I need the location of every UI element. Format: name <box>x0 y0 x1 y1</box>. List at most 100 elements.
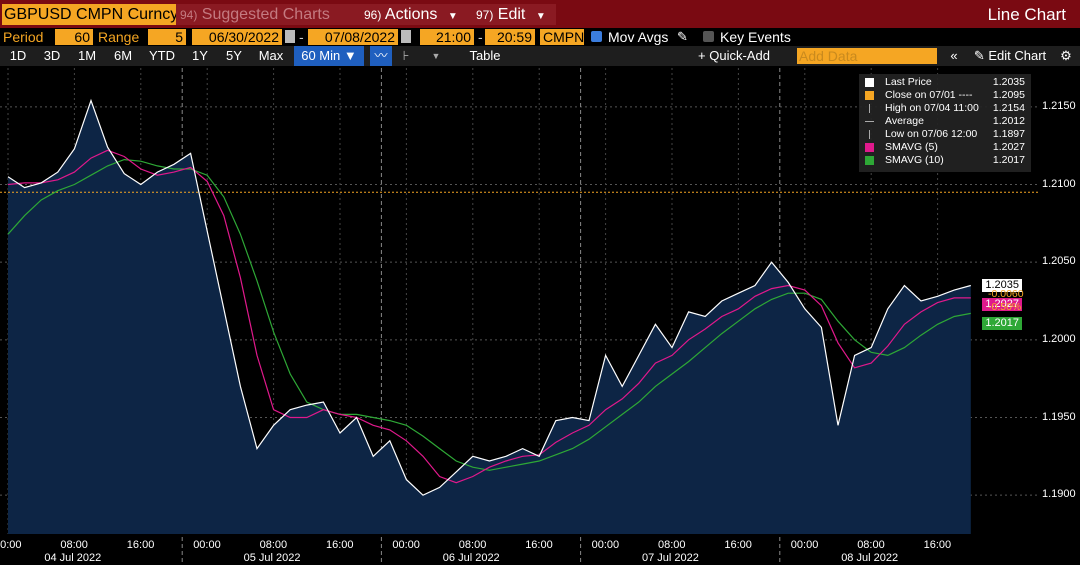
x-tick-label-2: 16:00 <box>126 539 155 551</box>
x-tick-label-4: 08:00 <box>259 539 288 551</box>
line-chart-icon[interactable]: 〰 <box>370 46 392 66</box>
range-button-max[interactable]: Max <box>258 48 284 63</box>
range-label: Range <box>98 29 140 45</box>
range-field[interactable]: 5 <box>148 29 186 45</box>
edit-chart-button[interactable]: ✎ Edit Chart <box>968 46 1052 66</box>
key-events-label: Key Events <box>720 29 791 45</box>
legend-item-last-price[interactable]: Last Price 1.2035 <box>859 76 1031 89</box>
sma5-line <box>7 149 971 484</box>
range-button-1d[interactable]: 1D <box>9 48 27 63</box>
price-area <box>8 100 971 534</box>
x-tick-label-13: 08:00 <box>857 539 885 551</box>
legend-name: Last Price <box>885 76 932 88</box>
x-date-label-4: 08 Jul 2022 <box>841 552 899 564</box>
source-field[interactable]: CMPN <box>540 29 584 45</box>
chevron-down-icon: ▼ <box>343 48 357 63</box>
actions-menu[interactable]: 96) Actions ▼ <box>360 4 472 25</box>
legend-name: Low on 07/06 12:00 <box>885 128 978 140</box>
mov-avgs-label: Mov Avgs <box>608 29 669 45</box>
range-button-1m[interactable]: 1M <box>77 48 97 63</box>
key-events-checkbox[interactable] <box>703 31 714 42</box>
chevron-down-icon: ▼ <box>535 11 546 22</box>
legend-name: Average <box>885 115 924 127</box>
edit-number: 97) <box>476 8 494 22</box>
suggested-charts-number: 94) <box>180 8 198 22</box>
change-abs: -0.0060 <box>988 288 1024 300</box>
legend-item-close[interactable]: Close on 07/01 ---- 1.2095 <box>859 89 1031 102</box>
period-field[interactable]: 60 <box>55 29 93 45</box>
collapse-icon[interactable]: « <box>950 48 958 63</box>
x-date-label-0: 04 Jul 2022 <box>44 552 102 564</box>
actions-label: Actions <box>384 6 438 23</box>
pencil-icon: ✎ <box>973 48 985 63</box>
range-button-3d[interactable]: 3D <box>43 48 61 63</box>
start-date-field[interactable]: 06/30/2022 <box>192 29 282 45</box>
legend-value: 1.2154 <box>992 102 1025 114</box>
x-tick-label-8: 16:00 <box>525 539 553 551</box>
x-tick-label-14: 16:00 <box>923 539 952 551</box>
chevron-down-icon[interactable]: ▼ <box>431 51 441 61</box>
gear-icon[interactable]: ⚙ <box>1060 48 1072 63</box>
time-range-bar: 1D 3D 1M 6M YTD 1Y 5Y Max 60 Min ▼ 〰 ⊦ ▼… <box>0 46 1080 66</box>
calendar-icon[interactable] <box>401 30 411 43</box>
range-button-6m[interactable]: 6M <box>113 48 133 63</box>
legend-name: High on 07/04 11:00 <box>885 102 979 114</box>
x-tick-label-12: 00:00 <box>790 539 819 551</box>
legend-value: 1.2035 <box>992 76 1025 88</box>
x-date-label-2: 06 Jul 2022 <box>442 552 500 564</box>
legend-item-high[interactable]: High on 07/04 11:00 1.2154 <box>859 102 1031 115</box>
legend-item-average[interactable]: Average 1.2012 <box>859 115 1031 128</box>
legend-value: 1.2017 <box>992 154 1025 166</box>
end-time-field[interactable]: 20:59 <box>485 29 535 45</box>
legend-value: 1.2012 <box>992 115 1025 127</box>
range-button-ytd[interactable]: YTD <box>149 48 175 63</box>
parameter-bar: Period 60 Range 5 06/30/2022 - 07/08/202… <box>0 28 1080 46</box>
legend-swatch <box>865 156 874 165</box>
x-tick-label-1: 08:00 <box>60 539 88 551</box>
calendar-icon[interactable] <box>285 30 295 43</box>
range-button-5y[interactable]: 5Y <box>226 48 242 63</box>
quick-add-button[interactable]: + Quick-Add <box>698 48 770 63</box>
x-tick-label-10: 08:00 <box>658 539 686 551</box>
last-price-line <box>7 98 971 496</box>
legend-swatch <box>865 143 874 152</box>
legend-value: 1.1897 <box>992 128 1025 140</box>
x-date-label-1: 05 Jul 2022 <box>243 552 301 564</box>
legend-swatch <box>865 91 874 100</box>
period-label: Period <box>3 29 44 45</box>
legend-value: 1.2027 <box>992 141 1025 153</box>
x-date-label-3: 07 Jul 2022 <box>642 552 699 564</box>
change-pct: -0.50% <box>988 301 1022 313</box>
x-tick-label-5: 16:00 <box>326 539 354 551</box>
mov-avgs-checkbox[interactable] <box>591 31 602 42</box>
x-tick-label-11: 16:00 <box>724 539 752 551</box>
pencil-icon[interactable]: ✎ <box>677 29 688 44</box>
add-data-input[interactable]: Add Data <box>797 48 937 64</box>
chart-type-label: Line Chart <box>987 5 1066 24</box>
suggested-charts-menu[interactable]: 94) Suggested Charts <box>176 4 360 25</box>
legend-low-icon <box>869 130 870 139</box>
legend-item-sma10[interactable]: SMAVG (10) 1.2017 <box>859 154 1031 167</box>
interval-dropdown[interactable]: 60 Min ▼ <box>294 46 364 66</box>
edit-menu[interactable]: 97) Edit ▼ <box>472 4 556 25</box>
main-toolbar: GBPUSD CMPN Curncy 94) Suggested Charts … <box>0 0 1080 28</box>
legend-item-low[interactable]: Low on 07/06 12:00 1.1897 <box>859 128 1031 141</box>
edit-label: Edit <box>497 6 526 23</box>
y-tick-label-4: 1.2100 <box>1042 177 1076 190</box>
sma5-tag: 1.2027 <box>982 297 1022 311</box>
x-tick-label-7: 08:00 <box>458 539 487 551</box>
legend-swatch <box>865 78 874 87</box>
legend-item-sma5[interactable]: SMAVG (5) 1.2027 <box>859 141 1031 154</box>
y-tick-label-1: 1.1950 <box>1042 410 1076 423</box>
table-button[interactable]: Table <box>469 48 501 63</box>
start-time-field[interactable]: 21:00 <box>420 29 474 45</box>
range-button-1y[interactable]: 1Y <box>192 48 208 63</box>
date-separator: - <box>299 29 304 45</box>
legend-name: SMAVG (10) <box>885 154 944 166</box>
y-tick-label-3: 1.2050 <box>1042 255 1076 268</box>
security-field[interactable]: GBPUSD CMPN Curncy <box>2 4 176 25</box>
bar-chart-icon[interactable]: ⊦ <box>402 48 410 63</box>
edit-chart-label: Edit Chart <box>988 48 1047 63</box>
end-date-field[interactable]: 07/08/2022 <box>308 29 398 45</box>
